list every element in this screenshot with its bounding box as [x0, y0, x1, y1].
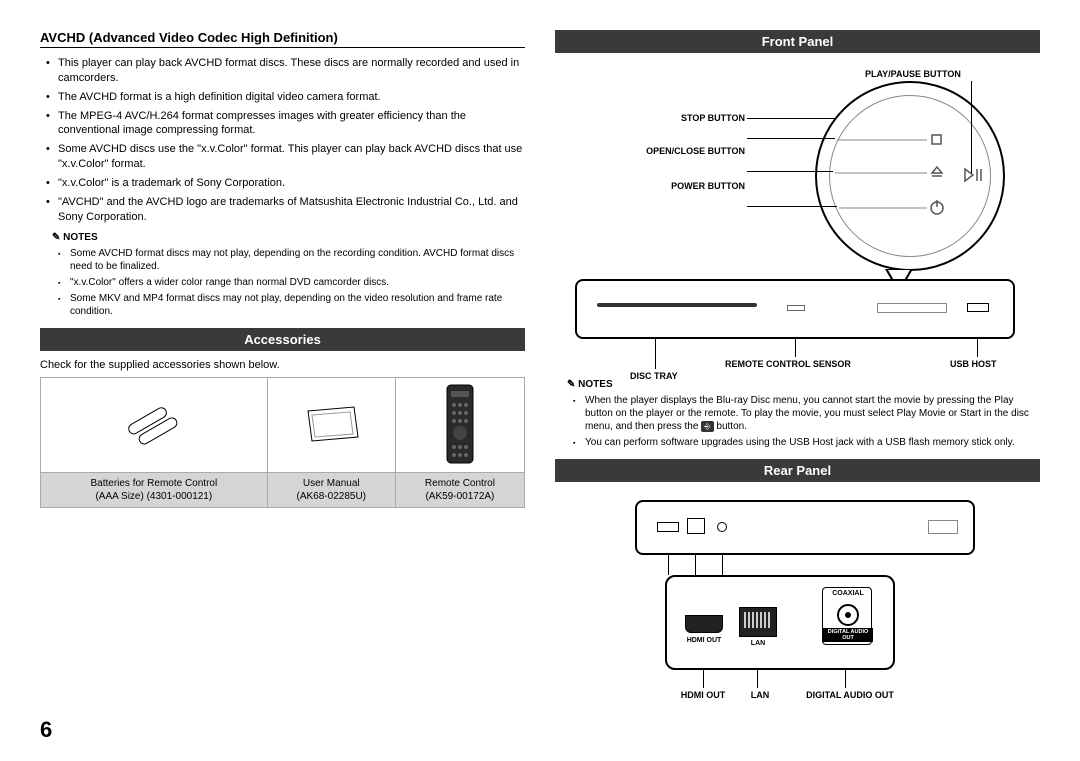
coaxial-label: COAXIAL — [823, 590, 873, 597]
accessories-table: Batteries for Remote Control (AAA Size) … — [40, 377, 525, 508]
avchd-notes-list: Some AVCHD format discs may not play, de… — [40, 247, 525, 318]
accessory-sub: (AAA Size) (4301-000121) — [95, 491, 212, 502]
accessory-title: Remote Control — [425, 478, 495, 489]
list-item: When the player displays the Blu-ray Dis… — [585, 394, 1040, 433]
rear-zoom: HDMI OUT LAN COAXIAL DIGITAL AUDIO OUT — [665, 575, 895, 670]
accessory-label: Batteries for Remote Control (AAA Size) … — [41, 473, 268, 508]
avchd-bullet-list: This player can play back AVCHD format d… — [40, 56, 525, 224]
accessory-title: User Manual — [303, 478, 360, 489]
accessory-title: Batteries for Remote Control — [90, 478, 217, 489]
accessory-sub: (AK68-02285U) — [297, 491, 366, 502]
digital-audio-tiny-label: DIGITAL AUDIO OUT — [823, 628, 873, 642]
notes-label: NOTES — [52, 232, 525, 243]
list-item: Some AVCHD discs use the "x.v.Color" for… — [58, 142, 525, 172]
stop-label: STOP BUTTON — [655, 113, 745, 123]
list-item: The MPEG-4 AVC/H.264 format compresses i… — [58, 109, 525, 139]
device-body — [575, 279, 1015, 339]
accessories-intro: Check for the supplied accessories shown… — [40, 359, 525, 371]
remote-icon — [443, 383, 477, 465]
page-number: 6 — [40, 717, 52, 743]
list-item: The AVCHD format is a high definition di… — [58, 90, 525, 105]
accessory-label: User Manual (AK68-02285U) — [267, 473, 395, 508]
digital-audio-out-label: DIGITAL AUDIO OUT — [795, 690, 905, 700]
list-item: "x.v.Color" is a trademark of Sony Corpo… — [58, 176, 525, 191]
play-pause-label: PLAY/PAUSE BUTTON — [865, 69, 995, 79]
hdmi-tiny-label: HDMI OUT — [681, 637, 727, 644]
open-close-label: OPEN/CLOSE BUTTON — [625, 146, 745, 156]
accessory-image-manual — [267, 378, 395, 473]
list-item: "AVCHD" and the AVCHD logo are trademark… — [58, 195, 525, 225]
left-column: AVCHD (Advanced Video Codec High Definit… — [40, 30, 525, 710]
rear-panel-heading: Rear Panel — [555, 459, 1040, 482]
list-item: You can perform software upgrades using … — [585, 436, 1040, 449]
lan-tiny-label: LAN — [745, 640, 771, 647]
enter-button-icon: ⎆ — [701, 421, 713, 432]
accessory-image-remote — [395, 378, 524, 473]
note-text-a: When the player displays the Blu-ray Dis… — [585, 395, 1029, 432]
list-item: Some AVCHD format discs may not play, de… — [70, 247, 525, 273]
front-buttons-icon — [817, 83, 1007, 273]
lan-label: LAN — [740, 690, 780, 700]
front-notes-list: When the player displays the Blu-ray Dis… — [555, 394, 1040, 449]
remote-sensor-label: REMOTE CONTROL SENSOR — [725, 359, 885, 369]
accessory-label: Remote Control (AK59-00172A) — [395, 473, 524, 508]
avchd-heading: AVCHD (Advanced Video Codec High Definit… — [40, 30, 525, 48]
disc-tray-label: DISC TRAY — [630, 371, 700, 381]
list-item: "x.v.Color" offers a wider color range t… — [70, 276, 525, 289]
list-item: Some MKV and MP4 format discs may not pl… — [70, 292, 525, 318]
front-panel-heading: Front Panel — [555, 30, 1040, 53]
list-item: This player can play back AVCHD format d… — [58, 56, 525, 86]
accessories-heading: Accessories — [40, 328, 525, 351]
batteries-icon — [119, 399, 189, 449]
rear-device-body — [635, 500, 975, 555]
usb-host-label: USB HOST — [950, 359, 1010, 369]
accessory-image-batteries — [41, 378, 268, 473]
note-text-a2: button. — [716, 421, 747, 432]
accessory-sub: (AK59-00172A) — [425, 491, 494, 502]
right-column: Front Panel — [555, 30, 1040, 710]
hdmi-out-label: HDMI OUT — [673, 690, 733, 700]
zoom-callout — [815, 81, 1005, 271]
manual-icon — [296, 399, 366, 449]
power-label: POWER BUTTON — [645, 181, 745, 191]
front-panel-diagram: PLAY/PAUSE BUTTON STOP BUTTON OPEN/CLOSE… — [555, 61, 1040, 371]
rear-panel-diagram: HDMI OUT LAN COAXIAL DIGITAL AUDIO OUT — [555, 490, 1040, 700]
